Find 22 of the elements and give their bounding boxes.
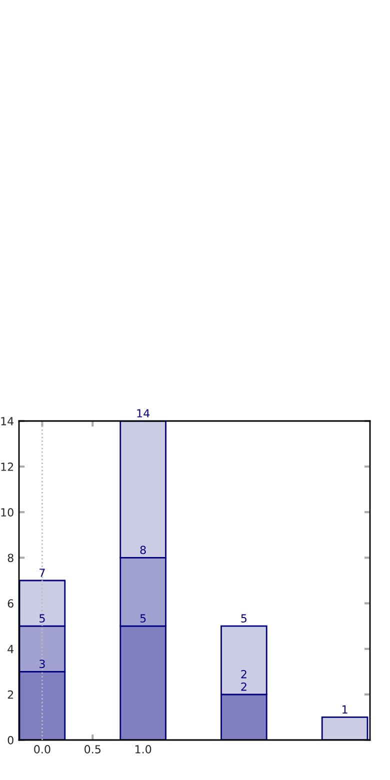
annotation: 2 — [241, 682, 246, 691]
annotation: 5 — [40, 614, 45, 623]
annotation: 1 — [342, 705, 348, 714]
y-tick-label: 4 — [8, 644, 14, 654]
y-tick-label: 14 — [1, 417, 14, 426]
annotation: 14 — [137, 409, 150, 418]
annotation: 5 — [241, 614, 246, 623]
annotation: 2 — [241, 670, 246, 678]
y-tick-label: 2 — [8, 690, 14, 699]
y-tick-label: 10 — [1, 508, 14, 517]
bar — [321, 716, 368, 740]
x-tick-label: 0.5 — [84, 745, 100, 754]
annotation: 3 — [40, 660, 45, 668]
y-tick-label: 12 — [1, 462, 14, 471]
annotation: 7 — [40, 568, 45, 577]
x-tick-label: 0.0 — [34, 745, 50, 754]
y-tick-label: 8 — [8, 554, 14, 562]
annotation: 8 — [140, 546, 146, 554]
annotation: 5 — [140, 614, 146, 623]
x-tick-label: 1.0 — [135, 745, 152, 754]
y-tick-label: 6 — [8, 599, 14, 608]
y-tick-label: 0 — [8, 736, 14, 744]
